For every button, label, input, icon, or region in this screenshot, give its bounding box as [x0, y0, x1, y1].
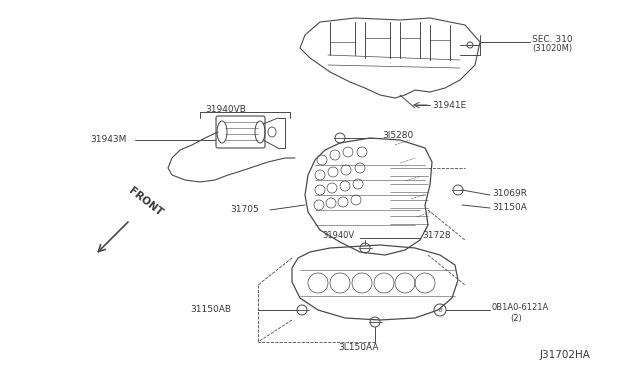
Text: 31069R: 31069R: [492, 189, 527, 198]
Text: J31702HA: J31702HA: [540, 350, 591, 360]
Text: 0B1A0-6121A: 0B1A0-6121A: [492, 302, 549, 311]
Text: 31941E: 31941E: [432, 100, 467, 109]
Text: 31150AB: 31150AB: [190, 305, 231, 314]
Text: B: B: [438, 308, 442, 312]
Text: (2): (2): [510, 314, 522, 323]
Text: 31943M: 31943M: [90, 135, 126, 144]
Text: 3L150AA: 3L150AA: [338, 343, 378, 353]
Text: 31940V: 31940V: [322, 231, 354, 241]
Text: 3l5280: 3l5280: [382, 131, 413, 140]
Text: 31150A: 31150A: [492, 202, 527, 212]
Text: 31940VB: 31940VB: [205, 105, 246, 113]
Text: 31728: 31728: [422, 231, 451, 241]
Text: (31020M): (31020M): [532, 44, 572, 52]
Text: 31705: 31705: [230, 205, 259, 215]
Text: FRONT: FRONT: [127, 186, 164, 218]
Text: SEC. 310: SEC. 310: [532, 35, 573, 44]
